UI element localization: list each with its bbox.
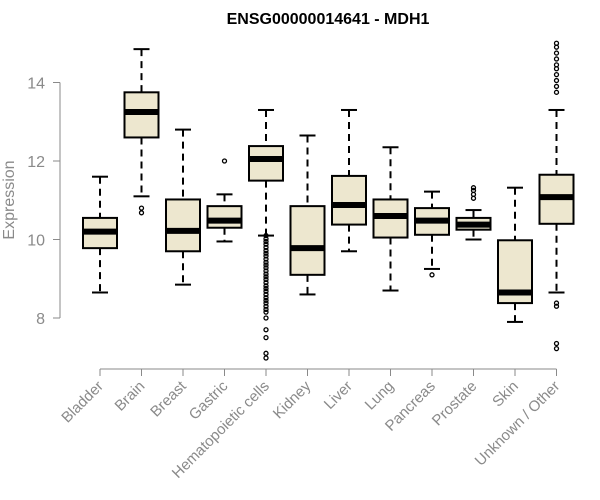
y-tick-label: 8 — [36, 311, 45, 328]
y-axis: 8 10 12 14 — [27, 76, 61, 328]
outlier-point — [263, 334, 269, 341]
box-breast — [165, 128, 201, 286]
outlier-point — [263, 280, 269, 286]
outlier-point — [553, 340, 560, 347]
box-bladder — [82, 175, 118, 294]
outlier-point — [553, 83, 560, 90]
outlier-point — [263, 244, 269, 251]
outlier-point — [263, 327, 269, 333]
outlier-point — [263, 268, 269, 274]
box-liver — [331, 108, 367, 253]
box-gastric — [206, 158, 243, 243]
outlier-point — [263, 256, 269, 262]
x-tick-label: Bladder — [58, 378, 107, 427]
outlier-point — [138, 205, 145, 211]
outlier-point — [263, 309, 269, 315]
outlier-point — [263, 259, 269, 265]
outlier-point — [263, 355, 269, 361]
boxes-group — [82, 40, 575, 361]
outlier-point — [263, 236, 269, 242]
outlier-point — [263, 274, 269, 280]
outlier-point — [263, 288, 269, 294]
box-pancreas — [414, 190, 450, 278]
outlier-point — [263, 276, 269, 283]
box-skin — [497, 186, 533, 323]
outlier-point — [553, 77, 560, 84]
box-iqr — [331, 174, 367, 226]
x-tick-label: Liver — [321, 378, 356, 413]
box-iqr — [248, 145, 284, 182]
outlier-point — [263, 247, 269, 254]
outlier-point — [553, 56, 560, 62]
box-unknown-other — [538, 40, 575, 352]
outlier-point — [263, 250, 269, 256]
outlier-point — [263, 315, 269, 321]
box-iqr — [289, 205, 326, 276]
x-tick-label: Kidney — [270, 377, 315, 422]
outlier-point — [553, 40, 560, 46]
outlier-point — [263, 300, 269, 306]
outlier-point — [553, 345, 560, 352]
x-tick-label: Prostate — [429, 378, 481, 430]
outlier-point — [263, 306, 269, 313]
outlier-point — [470, 185, 477, 191]
outlier-point — [263, 291, 269, 298]
box-kidney — [289, 134, 326, 296]
outlier-point — [263, 350, 269, 356]
box-hematopoietic-cells — [248, 108, 284, 361]
outlier-point — [429, 272, 435, 278]
outlier-point — [553, 303, 560, 309]
outlier-point — [553, 89, 560, 95]
outlier-point — [553, 62, 560, 68]
outlier-point — [263, 238, 269, 245]
outlier-point — [263, 253, 269, 259]
outlier-point — [553, 72, 560, 78]
outlier-point — [553, 50, 560, 56]
outlier-point — [263, 232, 269, 239]
outlier-point — [138, 210, 145, 216]
outlier-point — [263, 283, 269, 289]
box-prostate — [455, 185, 492, 241]
y-axis-label: Expression — [1, 160, 18, 239]
x-tick-label: Brain — [112, 378, 149, 415]
outlier-point — [263, 303, 269, 309]
box-iqr — [165, 198, 201, 253]
outlier-point — [263, 285, 269, 292]
outlier-point — [263, 294, 269, 301]
x-tick-label: Breast — [147, 377, 190, 420]
outlier-point — [263, 271, 269, 277]
outlier-point — [553, 300, 560, 306]
y-tick-label: 14 — [27, 76, 45, 93]
x-tick-label: Skin — [489, 378, 522, 411]
outlier-point — [263, 297, 269, 303]
outlier-point — [263, 262, 269, 268]
chart-title: ENSG00000014641 - MDH1 — [227, 11, 430, 28]
box-iqr — [206, 205, 243, 229]
outlier-point — [221, 158, 228, 164]
outlier-point — [470, 187, 477, 194]
box-lung — [372, 146, 409, 292]
outlier-point — [263, 241, 269, 247]
box-brain — [123, 48, 160, 216]
x-tick-label: Lung — [362, 378, 398, 414]
outlier-point — [263, 265, 269, 271]
y-tick-label: 10 — [27, 233, 45, 250]
y-tick-label: 12 — [27, 154, 45, 171]
